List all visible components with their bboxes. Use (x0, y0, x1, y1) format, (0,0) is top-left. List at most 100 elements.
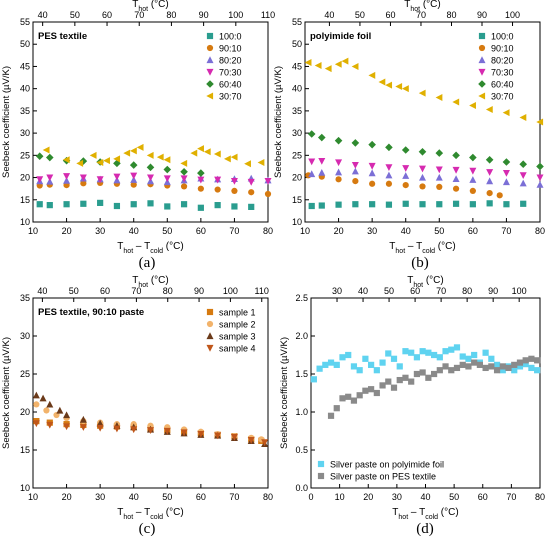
data-point (442, 348, 449, 355)
x-tick-label: 50 (449, 492, 459, 502)
x2-tick-label: 50 (384, 286, 394, 296)
data-point (46, 174, 54, 182)
data-point (505, 364, 512, 372)
chart-panel-c: 10 20 30 40 50 60 70 80 40 50 60 70 80 90 100 110 10 15 20… (1, 275, 273, 537)
data-point (351, 162, 359, 169)
data-point (368, 140, 376, 149)
x2-axis-title: Thot (°C) (404, 0, 441, 13)
data-point (350, 363, 358, 370)
legend: 100:0 90:10 80:20 70:30 60:40 30:70 (478, 32, 514, 102)
data-point (180, 183, 188, 190)
legend-marker (206, 308, 214, 316)
data-point (469, 201, 476, 208)
data-point (368, 361, 375, 368)
x2-tick-label: 60 (100, 286, 110, 296)
data-point (379, 359, 386, 366)
data-point (459, 353, 466, 360)
panel-label: (b) (411, 255, 429, 271)
data-point (425, 349, 432, 356)
x-tick-label: 70 (229, 226, 239, 236)
data-point (430, 370, 438, 378)
data-point (247, 178, 255, 186)
y-tick-label: 0.0 (295, 483, 308, 493)
x2-axis-title: Thot (°C) (407, 275, 444, 289)
data-point (197, 430, 205, 438)
legend-marker (206, 320, 214, 328)
x2-tick-label: 90 (194, 286, 204, 296)
legend-label: 100:0 (491, 32, 514, 42)
data-point (402, 200, 409, 207)
data-point (396, 363, 403, 370)
data-point (333, 361, 340, 368)
data-point (214, 432, 222, 440)
data-point (413, 370, 421, 378)
x-tick-label: 60 (478, 492, 488, 502)
data-point (264, 190, 272, 198)
data-point (339, 354, 346, 361)
data-point (496, 192, 503, 199)
data-point (339, 395, 346, 402)
data-point (351, 62, 359, 70)
legend-label: sample 1 (219, 308, 256, 318)
x2-tick-label: 90 (199, 10, 209, 20)
data-point (156, 153, 164, 161)
data-point (469, 187, 476, 194)
data-point (482, 349, 489, 356)
data-point (534, 357, 541, 364)
x2-tick-label: 110 (261, 10, 275, 20)
data-point (197, 185, 204, 192)
data-point (103, 157, 110, 165)
data-point (46, 202, 53, 209)
data-point (436, 367, 443, 374)
data-point (402, 85, 409, 93)
panel-label: (d) (416, 521, 434, 537)
data-point (33, 401, 40, 408)
data-point (56, 406, 64, 414)
data-point (385, 81, 393, 89)
x2-axis-title: Thot (°C) (132, 275, 169, 289)
panel-label: (c) (139, 521, 156, 537)
data-point (96, 419, 104, 427)
data-point (327, 359, 335, 366)
legend-marker (478, 32, 486, 40)
data-point (32, 391, 40, 399)
x-tick-label: 20 (334, 226, 344, 236)
data-point (373, 367, 380, 374)
data-point (197, 145, 204, 153)
data-point (385, 201, 393, 208)
x2-tick-label: 40 (358, 286, 368, 296)
data-point (136, 143, 144, 151)
data-point (130, 181, 137, 188)
data-point (164, 203, 171, 210)
data-point (493, 367, 501, 374)
data-point (385, 164, 393, 172)
data-point (163, 175, 171, 183)
data-point (368, 386, 375, 393)
data-point (197, 204, 204, 211)
legend: 100:0 90:10 80:20 70:30 60:40 30:70 (206, 32, 242, 102)
data-point (180, 167, 188, 176)
data-point (231, 187, 238, 194)
data-point (180, 159, 188, 167)
data-point (499, 363, 506, 370)
y-tick-label: 45 (20, 61, 30, 71)
data-point (502, 170, 510, 177)
data-point (96, 424, 104, 432)
legend: Silver paste on polyimide foil Silver pas… (317, 460, 444, 482)
data-point (368, 71, 376, 79)
x-tick-label: 70 (506, 492, 516, 502)
data-point (425, 374, 432, 381)
data-point (486, 169, 494, 176)
data-point (469, 153, 477, 162)
data-point (419, 201, 426, 208)
series-30-70 (42, 143, 265, 168)
data-point (511, 361, 518, 368)
data-point (96, 176, 104, 184)
data-point (516, 359, 524, 366)
data-point (419, 348, 426, 355)
panel-annotation: polyimide foil (310, 31, 371, 42)
x2-tick-label: 90 (477, 10, 487, 20)
series-70-30 (308, 158, 544, 182)
x2-tick-label: 70 (134, 10, 144, 20)
data-point (146, 151, 154, 159)
